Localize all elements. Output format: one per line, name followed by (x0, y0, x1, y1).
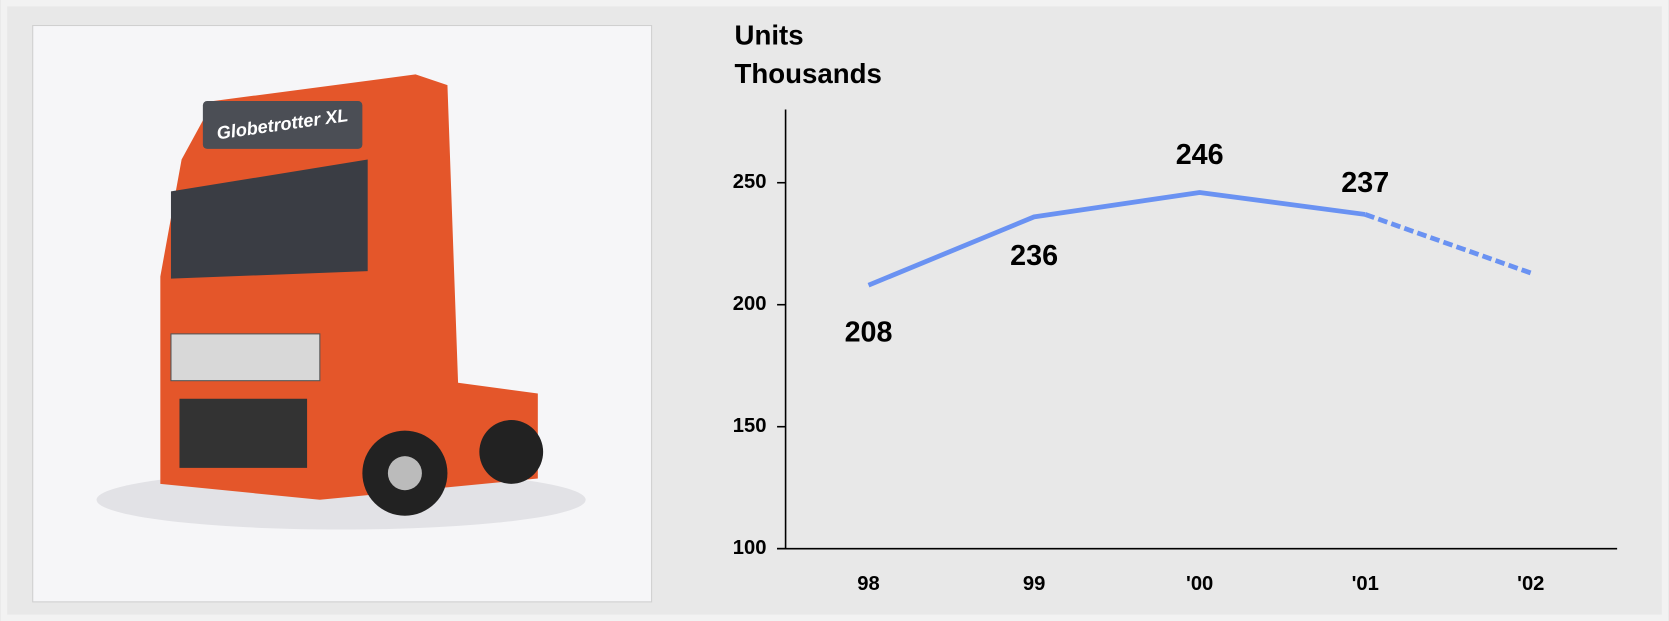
x-tick-label: 98 (857, 573, 879, 595)
truck-photo: Globetrotter XL (33, 26, 652, 602)
lower-grille (179, 399, 307, 468)
y-tick-label: 200 (733, 293, 767, 315)
data-label: 237 (1341, 167, 1389, 199)
data-label: 246 (1176, 139, 1224, 171)
chart-subtitle: Thousands (735, 58, 882, 89)
chart-title: Units (735, 20, 804, 51)
x-tick-label: '01 (1352, 573, 1379, 595)
data-label: 208 (845, 317, 893, 349)
y-tick-label: 150 (733, 415, 767, 437)
chart: Globetrotter XL Units Thousands 100 150 20… (0, 0, 1669, 621)
x-tick-label: 99 (1023, 573, 1045, 595)
x-tick-label: '02 (1517, 573, 1544, 595)
data-label: 236 (1010, 240, 1058, 272)
y-tick-label: 100 (733, 537, 767, 559)
grille (171, 334, 320, 381)
wheel (479, 420, 543, 484)
page: Globetrotter XL Units Thousands 100 150 20… (0, 0, 1669, 621)
hub (388, 456, 422, 490)
x-tick-label: '00 (1186, 573, 1213, 595)
y-tick-label: 250 (733, 171, 767, 193)
